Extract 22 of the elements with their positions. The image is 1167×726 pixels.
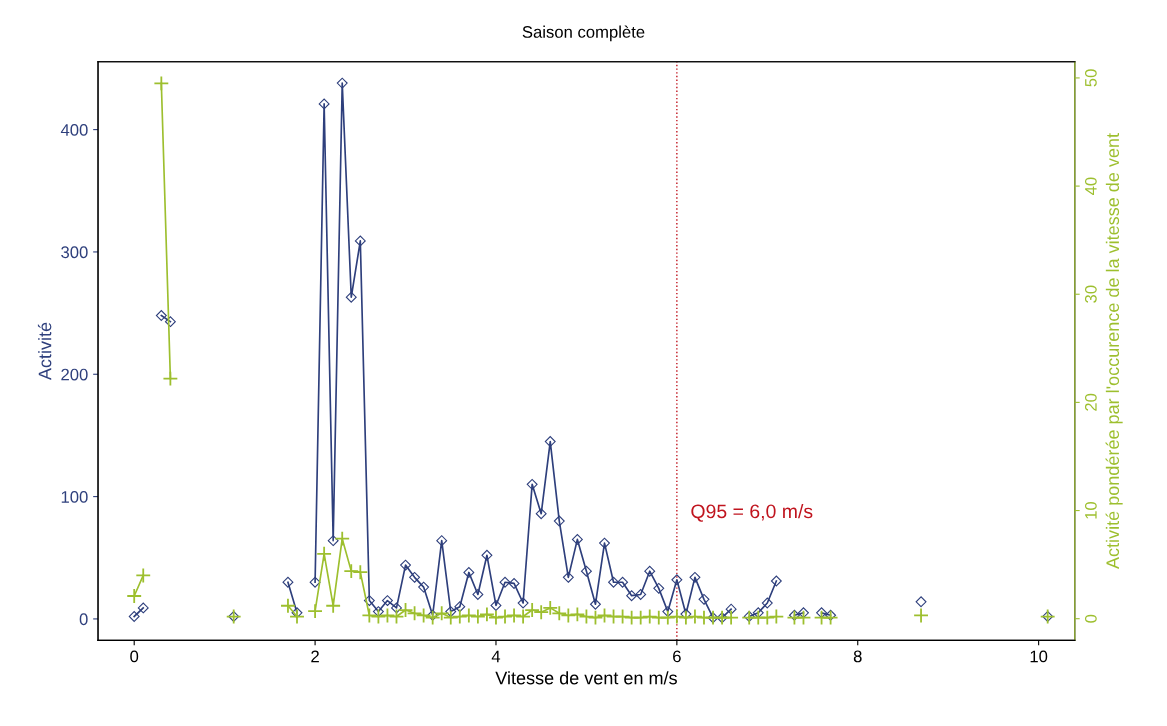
y2-tick-label: 30 [1084, 285, 1097, 303]
y-tick-label: 100 [61, 491, 88, 503]
y2-tick-label: 10 [1084, 501, 1097, 519]
ref-line-label: Q95 = 6,0 m/s [691, 503, 813, 522]
x-tick-label: 6 [673, 650, 681, 663]
y2-tick-label: 0 [1084, 614, 1097, 623]
y2-tick-label: 20 [1084, 393, 1097, 411]
y-tick-label: 300 [61, 246, 88, 259]
y-tick-label: 200 [61, 368, 88, 381]
y2-tick-label: 50 [1084, 69, 1097, 87]
chart-title: Saison complète [522, 25, 645, 42]
x-tick-label: 8 [853, 650, 862, 663]
y-tick-label: 0 [79, 613, 88, 626]
y2-axis-title: Activité pondérée par l'occurence de la vitesse de vent [1105, 133, 1123, 569]
x-tick-label: 0 [130, 650, 139, 663]
y-axis-title: Activité [37, 322, 52, 381]
x-tick-label: 4 [491, 650, 501, 663]
y2-tick-label: 40 [1084, 177, 1097, 195]
y-tick-label: 400 [60, 124, 88, 136]
x-tick-label: 10 [1030, 650, 1048, 663]
x-axis-title: Vitesse de vent en m/s [495, 671, 677, 685]
x-tick-label: 2 [311, 650, 319, 663]
